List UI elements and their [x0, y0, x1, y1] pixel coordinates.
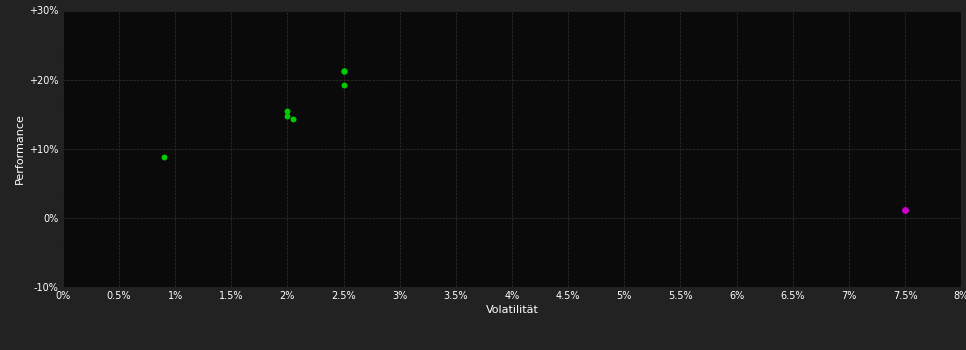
Point — [336, 82, 352, 88]
Point — [285, 116, 300, 122]
X-axis label: Volatilität: Volatilität — [486, 305, 538, 315]
Point — [156, 154, 172, 160]
Point — [280, 108, 296, 113]
Point — [336, 69, 352, 74]
Y-axis label: Performance: Performance — [14, 113, 25, 184]
Point — [280, 113, 296, 118]
Point — [897, 207, 913, 212]
